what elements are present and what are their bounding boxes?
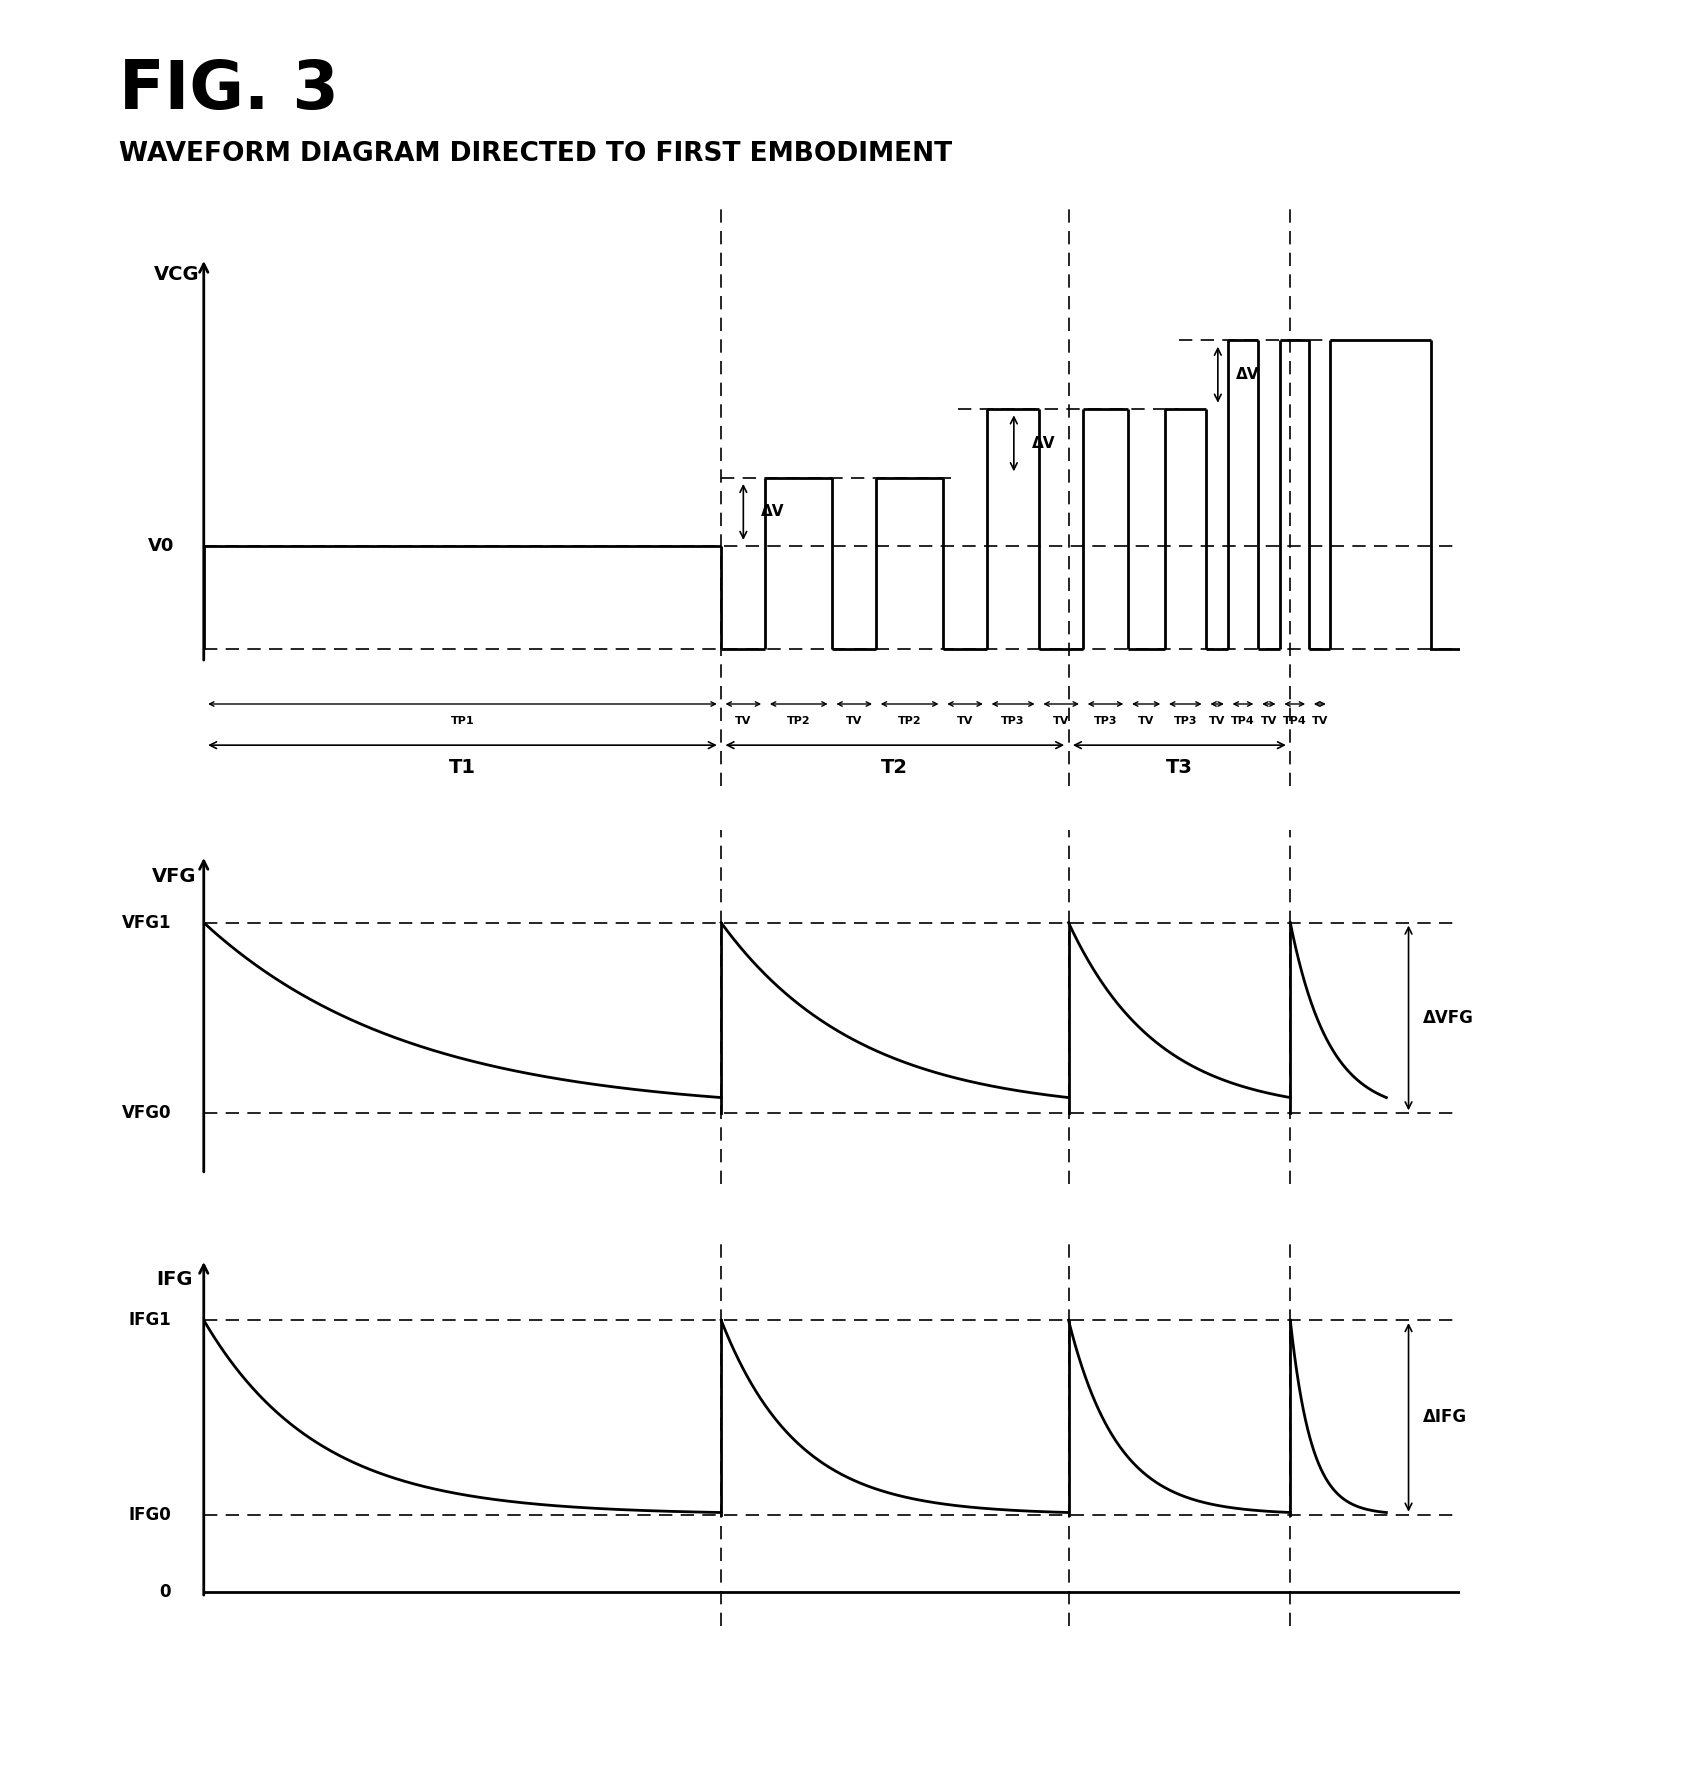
Text: ΔV: ΔV <box>1236 368 1260 382</box>
Text: IFG0: IFG0 <box>129 1505 171 1523</box>
Text: VFG1: VFG1 <box>122 914 171 931</box>
Text: VFG0: VFG0 <box>122 1104 171 1122</box>
Text: ΔV: ΔV <box>1032 436 1054 451</box>
Text: TP4: TP4 <box>1231 716 1255 726</box>
Text: IFG1: IFG1 <box>129 1311 171 1329</box>
Text: FIG. 3: FIG. 3 <box>119 57 338 122</box>
Text: TV: TV <box>1260 716 1277 726</box>
Text: ΔV: ΔV <box>761 504 784 519</box>
Text: ΔVFG: ΔVFG <box>1423 1009 1474 1027</box>
Text: VCG: VCG <box>155 265 200 284</box>
Text: ΔIFG: ΔIFG <box>1423 1408 1467 1426</box>
Text: TP3: TP3 <box>1002 716 1026 726</box>
Text: TP1: TP1 <box>450 716 474 726</box>
Text: TP4: TP4 <box>1284 716 1306 726</box>
Text: IFG: IFG <box>156 1270 192 1290</box>
Text: T1: T1 <box>448 758 475 776</box>
Text: TV: TV <box>735 716 752 726</box>
Text: TV: TV <box>1138 716 1155 726</box>
Text: TV: TV <box>1209 716 1226 726</box>
Text: T3: T3 <box>1167 758 1194 776</box>
Text: TP3: TP3 <box>1173 716 1197 726</box>
Text: 0: 0 <box>160 1583 171 1601</box>
Text: WAVEFORM DIAGRAM DIRECTED TO FIRST EMBODIMENT: WAVEFORM DIAGRAM DIRECTED TO FIRST EMBOD… <box>119 141 953 168</box>
Text: TP2: TP2 <box>786 716 810 726</box>
Text: TP2: TP2 <box>898 716 922 726</box>
Text: TV: TV <box>958 716 973 726</box>
Text: TV: TV <box>1311 716 1328 726</box>
Text: TV: TV <box>846 716 863 726</box>
Text: TP3: TP3 <box>1094 716 1117 726</box>
Text: TV: TV <box>1053 716 1070 726</box>
Text: T2: T2 <box>881 758 908 776</box>
Text: V0: V0 <box>148 537 175 555</box>
Text: VFG: VFG <box>151 868 197 887</box>
